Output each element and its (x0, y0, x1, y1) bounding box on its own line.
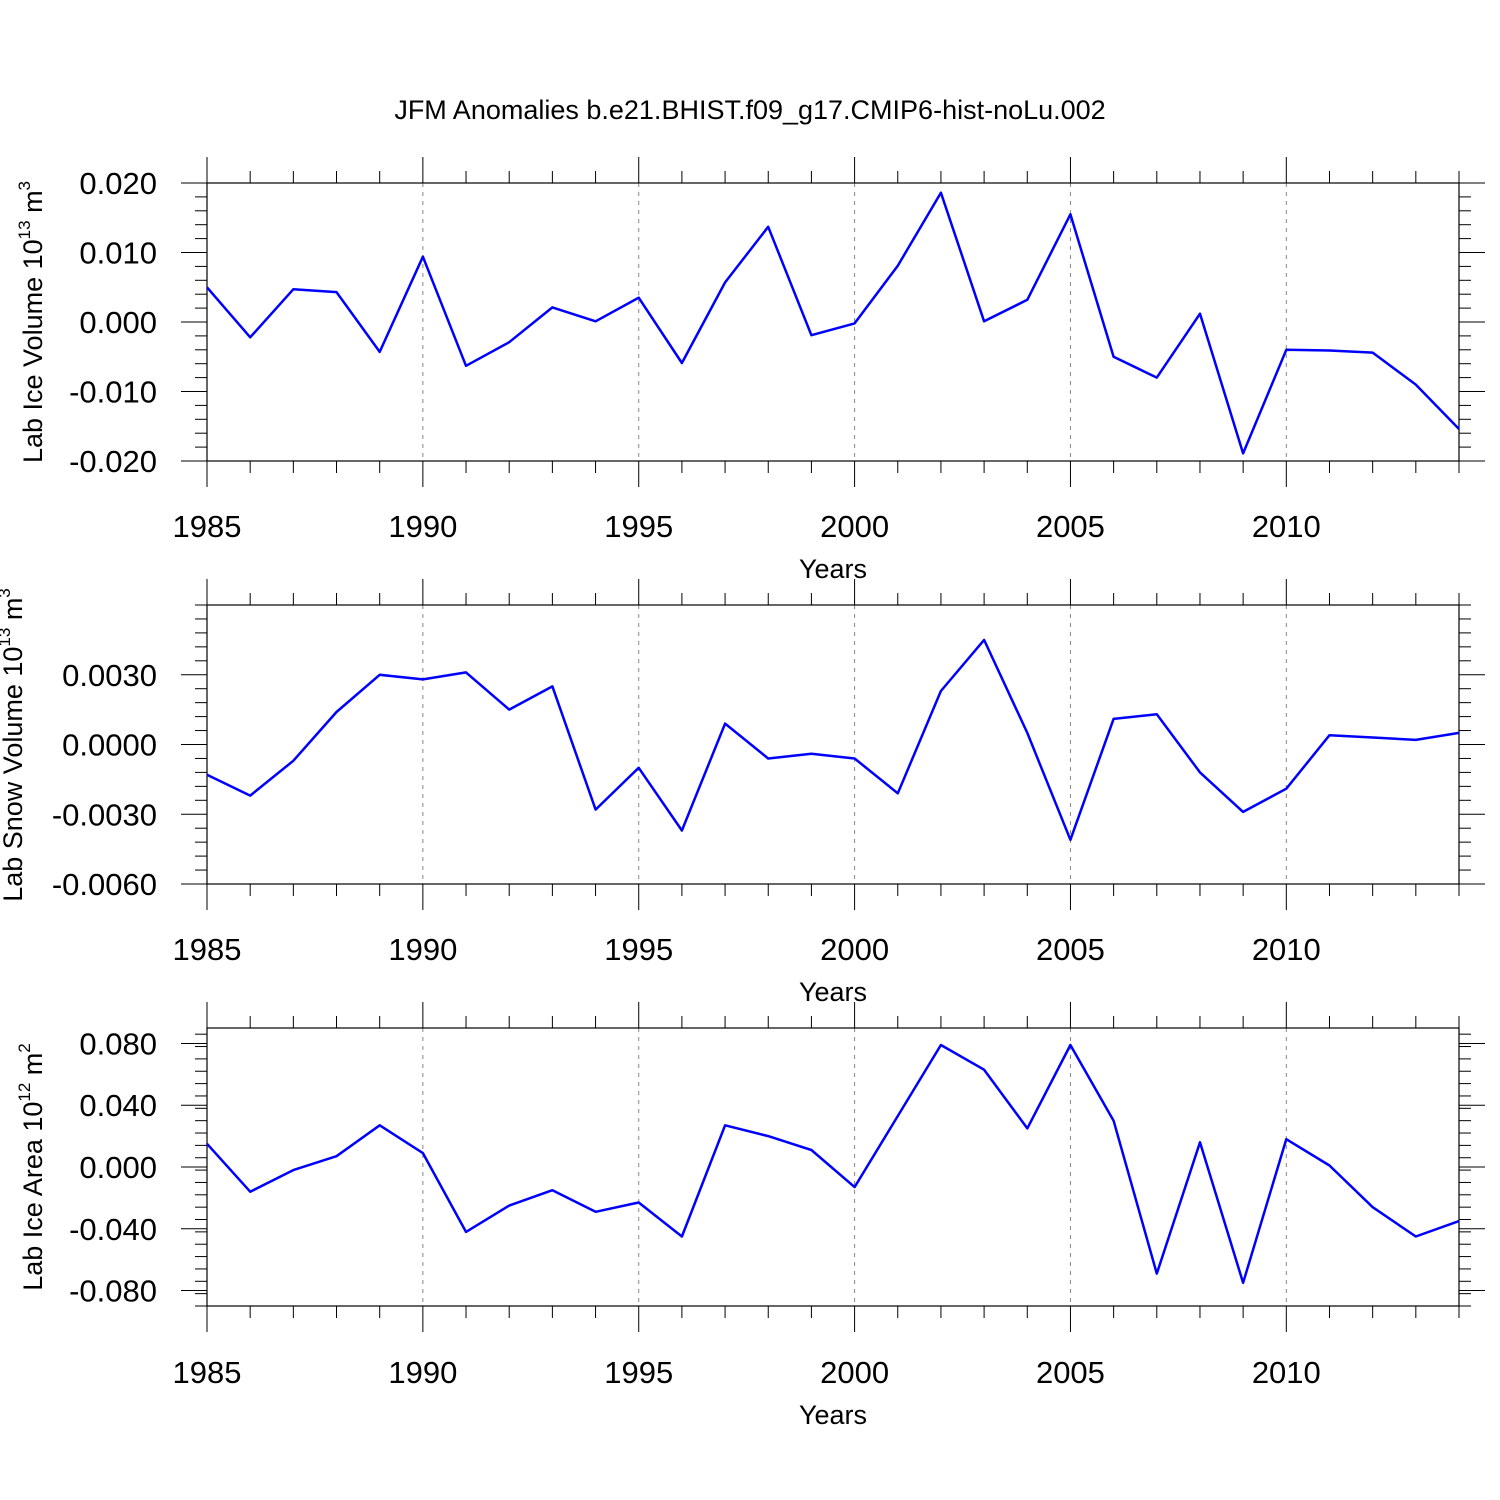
y-tick-label: 0.0030 (62, 658, 157, 693)
x-tick-label: 2005 (1036, 1355, 1105, 1390)
y-tick-label: 0.040 (79, 1088, 157, 1123)
x-tick-label: 2010 (1252, 932, 1321, 967)
chart-title: JFM Anomalies b.e21.BHIST.f09_g17.CMIP6-… (394, 95, 1105, 125)
x-tick-label: 1990 (388, 932, 457, 967)
y-tick-label: -0.0060 (52, 867, 157, 902)
y-axis-label: Lab Ice Volume 1013 m3 (15, 181, 48, 463)
x-tick-label: 2010 (1252, 509, 1321, 544)
panel-ice-volume: 1985 1990 1995 2000 2005 2010 Years -0.020 -0.01… (15, 157, 1485, 584)
y-tick-label: 0.000 (79, 305, 157, 340)
chart-panels: 1985 1990 1995 2000 2005 2010 Years -0.020 -0.01… (0, 157, 1485, 1430)
y-tick-label: 0.080 (79, 1026, 157, 1061)
x-tick-label: 1995 (604, 509, 673, 544)
y-axis-label-unit: m (18, 1053, 48, 1083)
y-axis-label: Lab Ice Area 1012 m2 (15, 1043, 48, 1291)
x-tick-label: 1990 (388, 1355, 457, 1390)
y-tick-label: 0.0000 (62, 728, 157, 763)
y-tick-label: -0.0030 (52, 797, 157, 832)
series-line-snow-volume (206, 638, 1460, 842)
x-axis-label: Years (799, 1400, 867, 1430)
plot-frame (206, 604, 1460, 885)
x-tick-label: 2000 (820, 1355, 889, 1390)
y-axis-label-exponent: 13 (0, 628, 14, 647)
x-tick-label: 2005 (1036, 509, 1105, 544)
y-axis-label-unit-exponent: 2 (15, 1043, 34, 1052)
y-tick-label: -0.040 (69, 1212, 157, 1247)
y-axis-label-unit: m (18, 190, 48, 220)
x-tick-label: 2000 (820, 509, 889, 544)
y-axis-label-exponent: 13 (15, 220, 34, 239)
y-axis-label-unit: m (0, 598, 28, 628)
plot-frame (206, 182, 1460, 462)
x-tick-label: 1985 (173, 509, 242, 544)
x-axis-label: Years (799, 554, 867, 584)
y-axis-label-exponent: 12 (15, 1083, 34, 1102)
x-tick-label: 2005 (1036, 932, 1105, 967)
panel-ice-area: 1985 1990 1995 2000 2005 2010 Years -0.080 -0.04… (15, 1002, 1485, 1430)
x-tick-label: 1985 (173, 1355, 242, 1390)
y-tick-label: -0.080 (69, 1274, 157, 1309)
panel-snow-volume: 1985 1990 1995 2000 2005 2010 Years -0.0060 -0.0… (0, 579, 1485, 1007)
y-tick-label: -0.010 (69, 375, 157, 410)
y-tick-label: 0.010 (79, 236, 157, 271)
y-tick-label: 0.020 (79, 166, 157, 201)
x-tick-label: 2000 (820, 932, 889, 967)
y-axis-label-main: Lab Snow Volume 10 (0, 647, 28, 902)
x-tick-label: 1995 (604, 1355, 673, 1390)
y-axis-label-main: Lab Ice Area 10 (18, 1102, 48, 1291)
x-axis-label: Years (799, 977, 867, 1007)
x-tick-label: 2010 (1252, 1355, 1321, 1390)
y-tick-label: 0.000 (79, 1150, 157, 1185)
y-axis-label-unit-exponent: 3 (15, 181, 34, 190)
x-tick-label: 1990 (388, 509, 457, 544)
series-line-ice-area (206, 1043, 1460, 1285)
y-tick-label: -0.020 (69, 444, 157, 479)
x-tick-label: 1985 (173, 932, 242, 967)
x-tick-label: 1995 (604, 932, 673, 967)
series-line-ice-volume (206, 191, 1460, 455)
y-axis-label-unit-exponent: 3 (0, 588, 14, 597)
y-axis-label: Lab Snow Volume 1013 m3 (0, 588, 28, 902)
y-axis-label-main: Lab Ice Volume 10 (18, 239, 48, 463)
